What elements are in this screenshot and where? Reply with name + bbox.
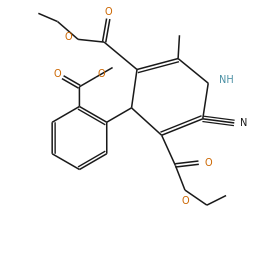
Text: O: O xyxy=(97,69,105,79)
Text: O: O xyxy=(205,158,212,168)
Text: N: N xyxy=(240,118,248,128)
Text: O: O xyxy=(181,196,189,206)
Text: NH: NH xyxy=(219,75,233,85)
Text: O: O xyxy=(64,32,72,42)
Text: O: O xyxy=(104,7,112,17)
Text: O: O xyxy=(54,69,61,79)
